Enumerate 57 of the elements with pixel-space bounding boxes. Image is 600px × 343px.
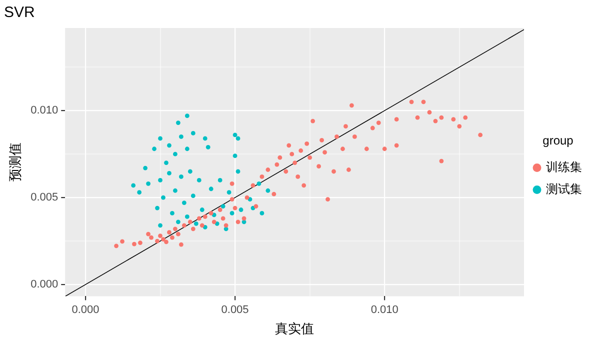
point — [173, 188, 178, 193]
point — [155, 206, 160, 210]
point — [200, 208, 204, 212]
point — [176, 220, 180, 224]
point — [190, 131, 196, 136]
point — [232, 132, 238, 138]
point — [226, 190, 232, 195]
y-tick-label: 0.010 — [30, 104, 58, 117]
point — [158, 223, 162, 228]
legend-label: 测试集 — [546, 182, 582, 196]
x-axis-title: 真实值 — [275, 320, 314, 336]
x-tick-label: 0.005 — [221, 304, 249, 316]
point — [131, 183, 136, 188]
point — [266, 188, 270, 193]
point — [208, 186, 214, 192]
point — [220, 204, 226, 208]
point — [178, 134, 184, 139]
point — [202, 136, 208, 141]
point — [143, 166, 148, 170]
point — [232, 154, 238, 158]
chart-title: SVR — [4, 4, 36, 22]
point — [236, 136, 240, 141]
point — [167, 143, 172, 148]
point — [164, 160, 168, 165]
legend-label: 训练集 — [546, 160, 582, 174]
point — [178, 174, 184, 179]
point — [167, 171, 172, 176]
point — [196, 178, 202, 182]
point — [184, 146, 190, 152]
point — [256, 181, 262, 186]
legend-title: group — [542, 134, 574, 148]
point — [238, 208, 244, 212]
point — [194, 221, 198, 226]
point — [170, 211, 174, 216]
point — [230, 211, 234, 216]
point — [236, 169, 240, 174]
point — [188, 169, 192, 174]
point — [152, 146, 156, 152]
point — [161, 195, 166, 200]
point — [173, 152, 178, 156]
point — [206, 144, 210, 150]
point — [190, 194, 196, 198]
point — [176, 120, 180, 125]
point — [260, 211, 264, 216]
point — [218, 178, 222, 182]
point — [182, 200, 186, 205]
point — [158, 178, 162, 182]
y-tick-label: 0.005 — [30, 192, 58, 204]
point — [146, 181, 150, 186]
y-axis-title: 预测值 — [7, 142, 22, 182]
x-tick-label: 0.000 — [72, 304, 100, 316]
point — [184, 114, 190, 118]
y-tick-label: 0.000 — [30, 278, 58, 291]
point — [158, 136, 162, 141]
point — [137, 190, 142, 195]
point — [184, 214, 190, 219]
x-tick-label: 0.010 — [370, 304, 398, 316]
